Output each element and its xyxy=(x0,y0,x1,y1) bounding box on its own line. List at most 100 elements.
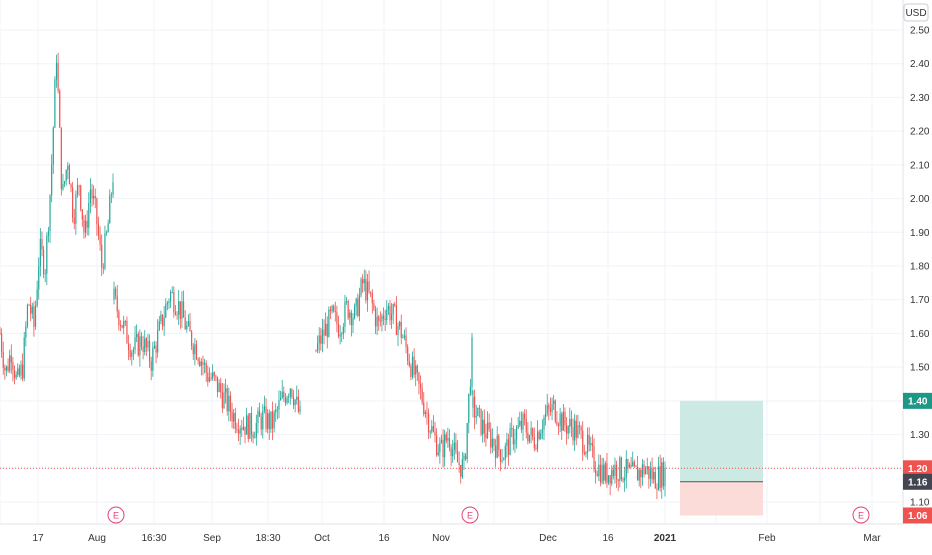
candle xyxy=(294,398,296,413)
candle xyxy=(161,314,164,331)
candle xyxy=(408,353,410,368)
earnings-marker[interactable]: E xyxy=(107,506,125,524)
candle xyxy=(366,273,369,312)
candle xyxy=(365,270,367,304)
candle xyxy=(173,286,175,318)
target-price-badge[interactable]: 1.40 xyxy=(903,392,932,409)
candle xyxy=(612,464,614,480)
candle xyxy=(528,434,531,444)
target-zone[interactable] xyxy=(680,400,763,482)
candle xyxy=(215,374,217,382)
candle xyxy=(225,378,227,404)
candle xyxy=(242,416,244,431)
candle xyxy=(439,437,441,464)
candle xyxy=(88,192,90,236)
stop-price-badge[interactable]: 1.06 xyxy=(903,507,932,524)
candle xyxy=(112,173,114,198)
candle xyxy=(63,180,66,188)
earnings-label: E xyxy=(858,511,864,521)
candle xyxy=(30,296,32,322)
candle xyxy=(49,194,51,243)
candle xyxy=(36,280,38,308)
candle xyxy=(624,466,626,492)
candle xyxy=(174,305,177,316)
candle xyxy=(250,406,253,442)
candle xyxy=(468,393,470,434)
candle xyxy=(203,358,206,374)
candle xyxy=(373,299,375,312)
candle xyxy=(649,461,652,487)
candle xyxy=(506,432,508,458)
candle xyxy=(2,341,4,375)
candle xyxy=(252,431,254,444)
candle xyxy=(482,410,484,443)
stop-zone[interactable] xyxy=(680,481,763,516)
currency-badge[interactable]: USD xyxy=(903,3,929,22)
candle xyxy=(258,402,261,417)
candle xyxy=(511,417,513,438)
candle xyxy=(226,384,228,416)
current-price-badge[interactable]: 1.20 xyxy=(903,460,932,477)
candle xyxy=(588,427,590,452)
candle xyxy=(113,281,115,305)
current-price-badge-label: 1.20 xyxy=(908,464,928,475)
candle xyxy=(168,298,170,309)
candle xyxy=(355,297,357,316)
candle xyxy=(76,177,79,198)
last-price-badge[interactable]: 1.16 xyxy=(903,473,932,490)
candle xyxy=(485,423,487,447)
candle xyxy=(221,382,223,414)
earnings-label: E xyxy=(467,511,473,521)
candle xyxy=(165,298,167,319)
candle xyxy=(72,181,74,223)
candle xyxy=(609,474,611,496)
candle xyxy=(80,184,82,212)
candle xyxy=(344,294,346,333)
candle xyxy=(107,219,109,233)
candle xyxy=(171,286,173,294)
candle xyxy=(349,309,351,325)
candle xyxy=(86,210,88,236)
candle xyxy=(131,349,133,366)
candle xyxy=(0,326,1,336)
x-tick-label: 16 xyxy=(602,533,614,544)
candle xyxy=(210,372,212,382)
candle xyxy=(28,303,30,306)
candle xyxy=(410,363,412,381)
candle xyxy=(437,444,439,457)
candle xyxy=(586,427,589,460)
candle xyxy=(551,397,553,421)
candle xyxy=(299,400,301,415)
candle xyxy=(102,263,104,274)
earnings-marker[interactable]: E xyxy=(461,506,479,524)
candle xyxy=(200,358,202,376)
candle xyxy=(241,419,243,438)
candle xyxy=(289,387,291,405)
candle xyxy=(147,333,149,352)
candle xyxy=(239,425,241,445)
candle xyxy=(591,434,593,458)
x-tick-label: Feb xyxy=(758,533,776,544)
stop-price-badge-label: 1.06 xyxy=(908,511,928,522)
candle xyxy=(189,312,191,332)
long-position-tool[interactable] xyxy=(680,400,763,516)
candle xyxy=(357,293,359,318)
candle xyxy=(278,390,280,419)
candle xyxy=(397,322,399,347)
candle xyxy=(96,197,98,236)
candle xyxy=(153,341,156,350)
candle xyxy=(431,420,433,434)
candle xyxy=(461,451,463,479)
candle xyxy=(360,277,362,298)
candle xyxy=(565,416,568,445)
candle xyxy=(486,411,489,440)
candle xyxy=(134,326,136,355)
earnings-marker[interactable]: E xyxy=(852,506,870,524)
candle xyxy=(318,327,320,354)
candle xyxy=(126,316,128,344)
y-tick-label: 2.00 xyxy=(910,194,930,205)
y-tick-label: 1.50 xyxy=(910,363,930,374)
candle xyxy=(341,331,343,343)
candle xyxy=(386,300,388,325)
